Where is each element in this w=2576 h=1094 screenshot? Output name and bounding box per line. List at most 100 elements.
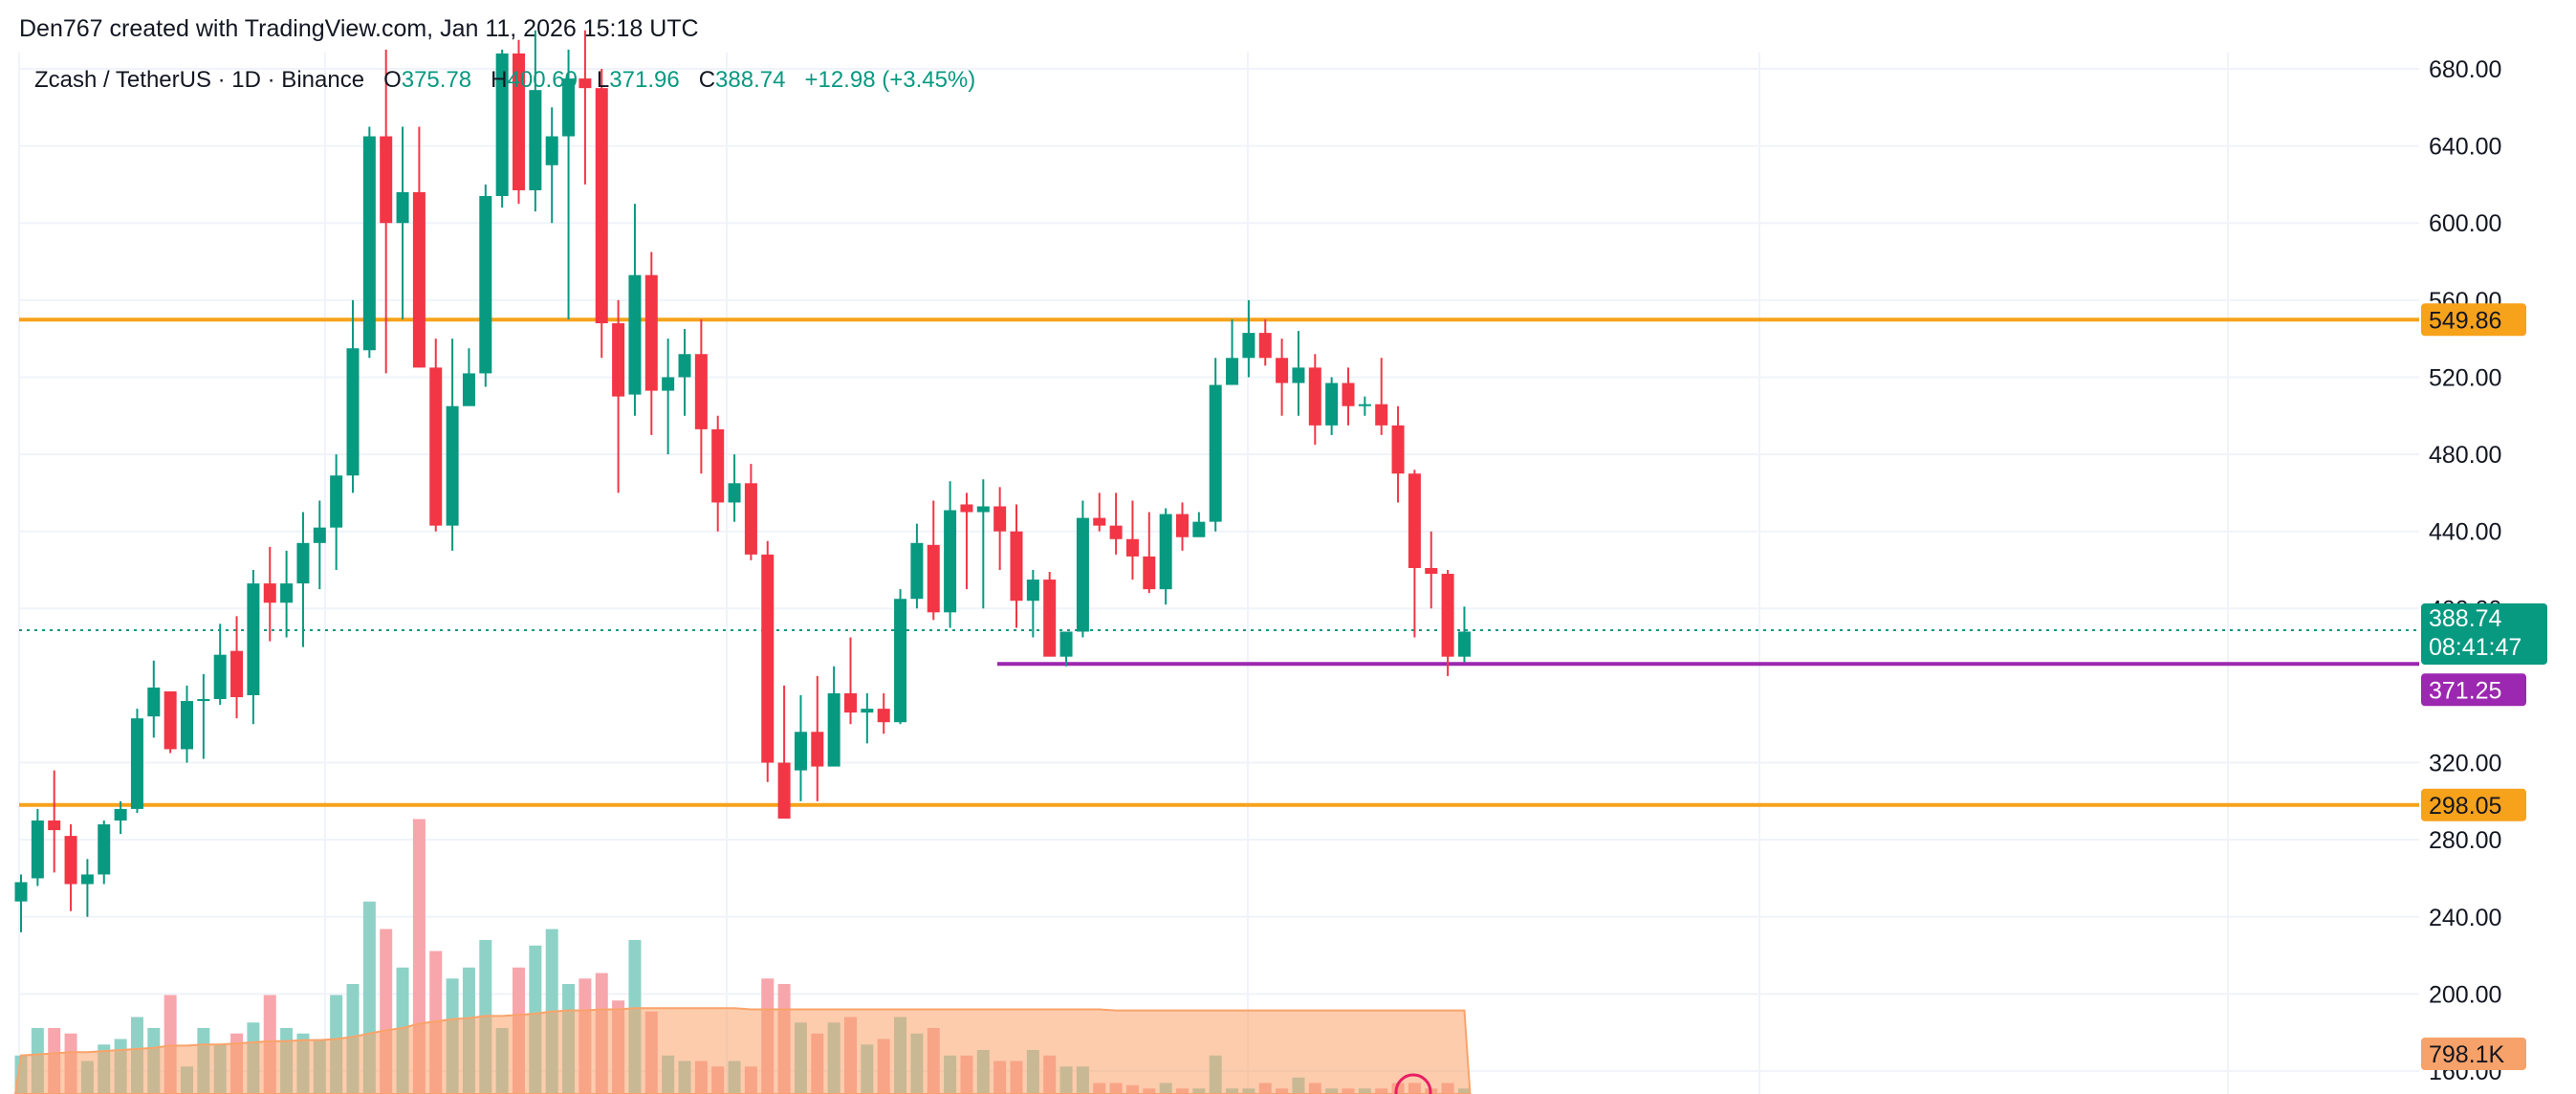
candle-26 [446,339,459,551]
candle-18 [313,500,326,590]
candle-body-11 [197,699,210,702]
price-axis: 680.00640.00600.00560.00520.00480.00440.… [2423,0,2576,1094]
candle-5 [98,820,111,885]
candle-body-0 [14,882,28,902]
candle-body-60 [1010,531,1023,602]
candle-50 [844,637,857,725]
candle-body-19 [330,475,343,528]
candle-16 [280,550,294,638]
candle-4 [80,859,94,917]
candle-66 [1109,492,1123,555]
candle-body-64 [1076,517,1089,632]
candle-69 [1159,508,1172,605]
grid [18,53,2419,1094]
candle-85 [1425,531,1438,609]
candle-body-22 [380,136,393,224]
candle-32 [545,107,558,224]
candle-0 [14,874,28,932]
candle-74 [1242,299,1255,378]
candle-70 [1176,502,1189,551]
axis-label-volume-ma: 798.1K [2421,1038,2526,1070]
candle-body-17 [296,542,310,584]
candle-body-15 [263,583,276,603]
axis-label-resistance: 549.86 [2421,303,2526,337]
candle-68 [1143,512,1156,594]
candle-22 [380,49,393,374]
candle-58 [976,479,990,609]
candle-body-85 [1425,567,1438,575]
candle-body-79 [1325,383,1339,426]
candle-body-34 [579,78,592,89]
price-tick-1: 640.00 [2429,134,2501,161]
candle-body-69 [1159,514,1172,590]
candle-71 [1192,512,1206,537]
candle-72 [1209,358,1222,532]
candle-52 [877,692,890,734]
price-tick-11: 200.00 [2429,981,2501,1008]
candle-76 [1276,339,1289,416]
candle-8 [147,660,161,738]
candle-73 [1226,319,1239,385]
candle-56 [944,481,957,628]
candle-31 [529,30,542,212]
candle-48 [811,675,824,801]
candle-body-23 [396,191,409,224]
candle-23 [396,126,409,319]
candle-body-2 [48,820,61,831]
candle-body-52 [877,709,890,723]
candle-body-84 [1408,473,1421,568]
candle-body-48 [811,732,824,767]
candle-body-33 [562,78,576,137]
candle-body-65 [1093,517,1106,526]
candle-body-30 [513,53,525,190]
candle-body-59 [993,506,1007,532]
axis-label-volume-ma-value: 798.1K [2429,1041,2505,1068]
candle-body-18 [313,527,326,543]
candle-body-5 [98,824,111,875]
candle-47 [794,695,807,801]
candle-body-25 [429,367,443,526]
candle-body-70 [1176,514,1189,537]
price-tick-8: 320.00 [2429,751,2501,777]
price-tick-5: 480.00 [2429,442,2501,469]
candle-body-45 [761,554,775,763]
candle-body-16 [280,583,294,603]
axis-label-lower-level-value: 298.05 [2429,793,2501,820]
candle-46 [777,685,791,819]
candle-39 [662,339,675,455]
candle-17 [296,512,310,647]
candle-24 [412,126,426,368]
candle-body-13 [230,650,244,698]
candle-40 [678,329,691,416]
volume-ma [13,1007,1472,1094]
candle-body-46 [777,762,791,819]
candle-body-8 [147,687,161,717]
candle-33 [562,49,576,319]
candle-38 [644,252,658,435]
candle-body-76 [1276,358,1289,383]
candle-63 [1059,631,1073,667]
candle-body-87 [1457,631,1471,657]
candle-7 [130,709,143,813]
candle-body-68 [1143,556,1156,590]
candle-body-32 [545,136,558,165]
candle-body-6 [114,808,127,820]
candle-13 [230,616,244,719]
legend-open-key: O [383,67,402,93]
candle-54 [910,523,924,609]
candle-body-14 [247,583,260,695]
price-tick-6: 440.00 [2429,519,2501,546]
candle-10 [181,685,193,763]
misc-marks [1394,1073,1432,1094]
candle-body-10 [181,701,193,750]
candle-body-47 [794,732,807,771]
legend-change: +12.98 (+3.45%) [804,67,976,93]
candle-body-36 [612,323,625,397]
axis-label-support-value: 371.25 [2429,677,2501,704]
candle-65 [1093,492,1106,532]
candle-body-7 [130,718,143,809]
candle-body-43 [728,483,741,503]
candle-body-58 [976,506,990,513]
